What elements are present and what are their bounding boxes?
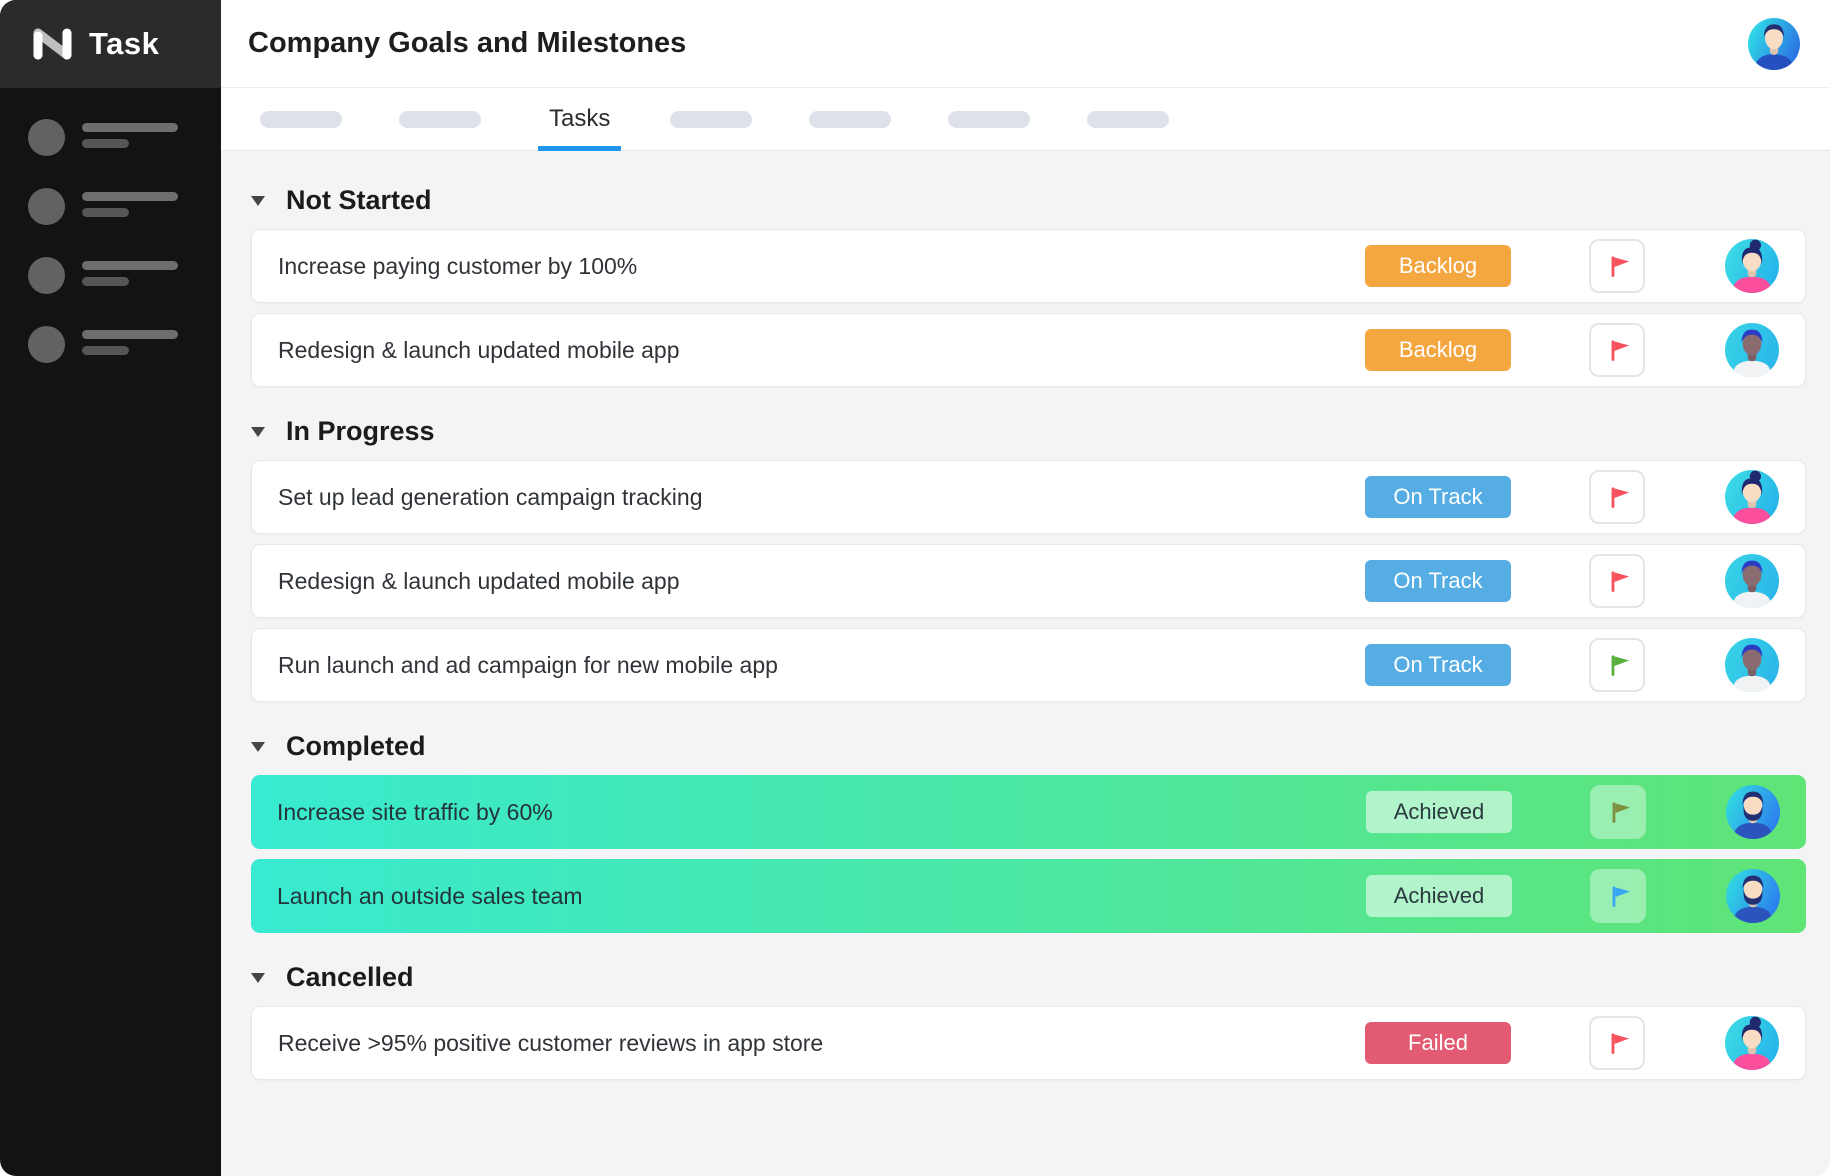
avatar[interactable]	[1725, 554, 1779, 608]
sidebar-nav	[0, 88, 221, 395]
tab-placeholder[interactable]	[948, 110, 1031, 128]
sidebar-item-placeholder[interactable]	[28, 188, 221, 225]
main-panel: Company Goals and Milestones Tasks	[221, 0, 1830, 1176]
status-badge[interactable]: Backlog	[1365, 329, 1511, 371]
flag-icon	[1612, 801, 1630, 823]
status-badge[interactable]: On Track	[1365, 476, 1511, 518]
task-title: Set up lead generation campaign tracking	[278, 483, 703, 510]
flag-button[interactable]	[1590, 785, 1646, 839]
section-header-in-progress[interactable]: In Progress	[251, 416, 1806, 447]
section-label: Completed	[286, 731, 426, 761]
task-title: Redesign & launch updated mobile app	[278, 567, 680, 594]
collapse-triangle-icon	[251, 426, 265, 437]
flag-icon	[1612, 885, 1630, 907]
task-title: Launch an outside sales team	[277, 882, 583, 909]
task-title: Run launch and ad campaign for new mobil…	[278, 651, 778, 678]
sidebar-item-icon-placeholder	[28, 257, 65, 294]
flag-button[interactable]	[1589, 239, 1645, 293]
flag-icon	[1611, 339, 1629, 361]
flag-icon	[1611, 255, 1629, 277]
avatar[interactable]	[1725, 638, 1779, 692]
tab-placeholder[interactable]	[1087, 110, 1170, 128]
flag-button[interactable]	[1590, 869, 1646, 923]
collapse-triangle-icon	[251, 741, 265, 752]
brand-name: Task	[89, 26, 160, 61]
sidebar-item-icon-placeholder	[28, 188, 65, 225]
task-row[interactable]: Set up lead generation campaign tracking…	[251, 460, 1806, 534]
task-row[interactable]: Receive >95% positive customer reviews i…	[251, 1006, 1806, 1080]
section-label: In Progress	[286, 416, 435, 446]
status-badge[interactable]: Achieved	[1366, 791, 1512, 833]
status-badge[interactable]: On Track	[1365, 644, 1511, 686]
collapse-triangle-icon	[251, 972, 265, 983]
sidebar-brand: Task	[0, 0, 221, 88]
task-row[interactable]: Increase paying customer by 100% Backlog	[251, 229, 1806, 303]
tab-placeholder[interactable]	[260, 110, 342, 128]
flag-button[interactable]	[1589, 638, 1645, 692]
flag-button[interactable]	[1589, 1016, 1645, 1070]
task-row[interactable]: Redesign & launch updated mobile app On …	[251, 544, 1806, 618]
sidebar-item-icon-placeholder	[28, 326, 65, 363]
task-row[interactable]: Launch an outside sales team Achieved	[251, 859, 1806, 933]
sidebar: Task	[0, 0, 221, 1176]
section-label: Cancelled	[286, 962, 414, 992]
avatar[interactable]	[1726, 785, 1780, 839]
task-row[interactable]: Run launch and ad campaign for new mobil…	[251, 628, 1806, 702]
sidebar-item-placeholder[interactable]	[28, 326, 221, 363]
tab-bar: Tasks	[221, 88, 1830, 151]
avatar[interactable]	[1725, 239, 1779, 293]
flag-button[interactable]	[1589, 323, 1645, 377]
flag-icon	[1611, 654, 1629, 676]
section-header-completed[interactable]: Completed	[251, 731, 1806, 762]
avatar[interactable]	[1725, 470, 1779, 524]
avatar[interactable]	[1725, 323, 1779, 377]
task-title: Redesign & launch updated mobile app	[278, 336, 680, 363]
task-title: Receive >95% positive customer reviews i…	[278, 1029, 824, 1056]
status-badge[interactable]: Achieved	[1366, 875, 1512, 917]
flag-button[interactable]	[1589, 554, 1645, 608]
section-header-cancelled[interactable]: Cancelled	[251, 962, 1806, 993]
page-title: Company Goals and Milestones	[248, 27, 687, 59]
sidebar-item-icon-placeholder	[28, 119, 65, 156]
collapse-triangle-icon	[251, 195, 265, 206]
tab-tasks[interactable]: Tasks	[538, 88, 622, 151]
task-row[interactable]: Redesign & launch updated mobile app Bac…	[251, 313, 1806, 387]
page-header: Company Goals and Milestones	[221, 0, 1830, 88]
flag-button[interactable]	[1589, 470, 1645, 524]
section-header-not-started[interactable]: Not Started	[251, 185, 1806, 216]
status-badge[interactable]: On Track	[1365, 560, 1511, 602]
tab-placeholder[interactable]	[399, 110, 481, 128]
avatar[interactable]	[1725, 1016, 1779, 1070]
status-badge[interactable]: Failed	[1365, 1022, 1511, 1064]
avatar[interactable]	[1748, 17, 1800, 70]
tab-placeholder[interactable]	[809, 110, 892, 128]
flag-icon	[1611, 570, 1629, 592]
ntask-logo-icon	[29, 24, 76, 64]
task-title: Increase site traffic by 60%	[277, 798, 553, 825]
task-list: Not Started Increase paying customer by …	[221, 151, 1830, 1176]
task-title: Increase paying customer by 100%	[278, 252, 638, 279]
section-label: Not Started	[286, 185, 432, 215]
sidebar-item-placeholder[interactable]	[28, 119, 221, 156]
sidebar-item-placeholder[interactable]	[28, 257, 221, 294]
flag-icon	[1611, 486, 1629, 508]
flag-icon	[1611, 1032, 1629, 1054]
task-row[interactable]: Increase site traffic by 60% Achieved	[251, 775, 1806, 849]
avatar[interactable]	[1726, 869, 1780, 923]
tab-placeholder[interactable]	[670, 110, 753, 128]
status-badge[interactable]: Backlog	[1365, 245, 1511, 287]
